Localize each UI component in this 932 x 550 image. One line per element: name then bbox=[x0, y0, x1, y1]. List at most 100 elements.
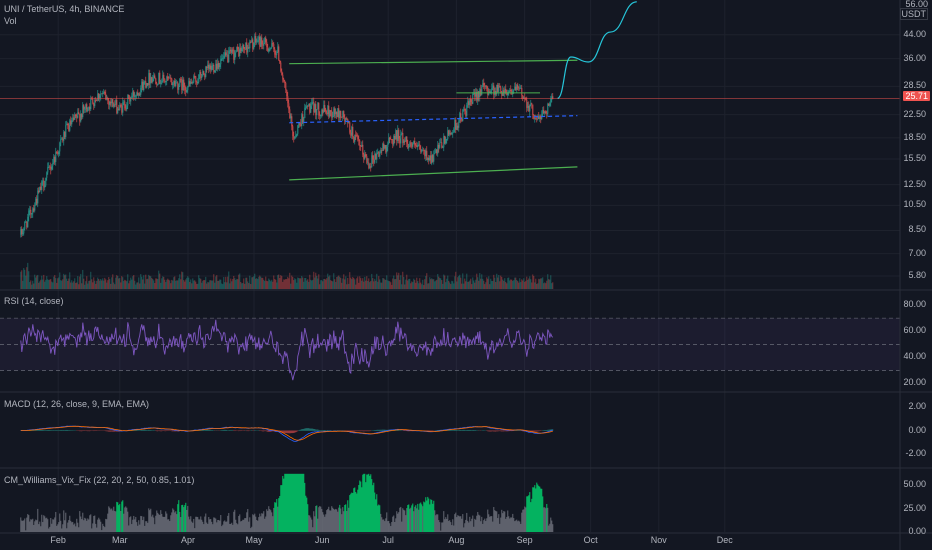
candle-body bbox=[360, 145, 362, 147]
vix-bar bbox=[301, 473, 303, 532]
macd-histogram-bar bbox=[283, 430, 285, 434]
vix-bar bbox=[154, 524, 156, 532]
price-pane[interactable] bbox=[0, 1, 900, 238]
volume-bar bbox=[44, 281, 46, 289]
vix-bar bbox=[188, 516, 190, 532]
channel-mid-line[interactable] bbox=[289, 115, 578, 124]
candle-body bbox=[442, 147, 444, 148]
candle-body bbox=[342, 111, 344, 118]
candle-body bbox=[416, 145, 418, 148]
volume-bar bbox=[304, 277, 306, 289]
volume-bar bbox=[91, 279, 93, 289]
volume-bar bbox=[228, 271, 230, 289]
candle-body bbox=[362, 144, 364, 155]
candle-body bbox=[539, 115, 541, 120]
macd-histogram-bar bbox=[451, 430, 453, 431]
candle-body bbox=[67, 123, 69, 126]
volume-bar bbox=[449, 282, 451, 289]
macd-histogram-bar bbox=[200, 430, 202, 431]
candle-body bbox=[355, 134, 357, 136]
candle-body bbox=[87, 110, 89, 112]
vix-bar bbox=[522, 509, 524, 532]
channel-lower-line[interactable] bbox=[289, 166, 578, 181]
candle-body bbox=[183, 79, 185, 88]
vix-bar bbox=[44, 516, 46, 532]
vix-bar bbox=[322, 512, 324, 532]
projection-curve[interactable] bbox=[557, 1, 637, 99]
candle-body bbox=[267, 46, 269, 52]
vix-bar bbox=[431, 499, 433, 532]
macd-histogram-bar bbox=[86, 430, 88, 432]
volume-bar bbox=[109, 279, 111, 289]
volume-bar bbox=[187, 276, 189, 289]
rsi-pane[interactable] bbox=[0, 317, 900, 381]
macd-histogram-bar bbox=[59, 430, 61, 431]
vix-bar bbox=[99, 519, 101, 532]
candle-body bbox=[276, 51, 278, 55]
candle-body bbox=[279, 60, 281, 63]
volume-bar bbox=[491, 280, 493, 289]
macd-histogram-bar bbox=[254, 430, 256, 431]
volume-bar bbox=[407, 280, 409, 289]
macd-histogram-bar bbox=[31, 430, 33, 431]
macd-histogram-bar bbox=[176, 430, 178, 432]
macd-histogram-bar bbox=[270, 430, 272, 432]
candle-body bbox=[174, 80, 176, 86]
volume-bar bbox=[524, 281, 526, 289]
vix-bar bbox=[231, 522, 233, 532]
vix-bar bbox=[451, 525, 453, 532]
macd-histogram-bar bbox=[56, 430, 58, 431]
vix-bar bbox=[334, 509, 336, 532]
vix-bar bbox=[296, 473, 298, 532]
rsi-line[interactable] bbox=[20, 319, 554, 381]
candle-body bbox=[485, 85, 487, 87]
vix-bar bbox=[388, 520, 390, 532]
volume-bar bbox=[404, 284, 406, 289]
macd-histogram-bar bbox=[58, 430, 60, 431]
macd-histogram-bar bbox=[96, 430, 98, 432]
vix-bar bbox=[444, 519, 446, 532]
macd-pane[interactable] bbox=[20, 425, 554, 442]
vix-bar bbox=[199, 519, 201, 532]
vix-bar bbox=[457, 515, 459, 532]
candle-body bbox=[510, 89, 512, 92]
volume-bar bbox=[484, 284, 486, 289]
candle-body bbox=[425, 150, 427, 157]
volume-bar bbox=[290, 283, 292, 289]
macd-histogram-bar bbox=[354, 430, 356, 432]
volume-bar bbox=[76, 282, 78, 289]
macd-histogram-bar bbox=[108, 430, 110, 432]
candle-body bbox=[132, 91, 134, 96]
volume-bar bbox=[541, 278, 543, 289]
vix-bar bbox=[272, 516, 274, 532]
volume-bar bbox=[460, 277, 462, 289]
vix-bar bbox=[236, 523, 238, 532]
candle-body bbox=[233, 50, 235, 60]
vix-bar bbox=[220, 515, 222, 532]
candle-body bbox=[140, 87, 142, 95]
candle-body bbox=[320, 114, 322, 117]
candle-body bbox=[73, 117, 75, 120]
vix-pane[interactable] bbox=[20, 473, 554, 532]
macd-histogram-bar bbox=[299, 429, 301, 431]
macd-signal-line[interactable] bbox=[20, 425, 553, 441]
macd-histogram-bar bbox=[475, 430, 477, 431]
volume-bar bbox=[500, 275, 502, 289]
candle-body bbox=[490, 91, 492, 93]
candle-body bbox=[257, 40, 259, 42]
candle-body bbox=[301, 114, 303, 127]
macd-line[interactable] bbox=[20, 425, 553, 442]
volume-bar bbox=[157, 279, 159, 289]
candle-body bbox=[77, 112, 79, 118]
volume-bar bbox=[140, 274, 142, 289]
macd-histogram-bar bbox=[87, 430, 89, 432]
volume-bar bbox=[78, 284, 80, 289]
channel-upper-line[interactable] bbox=[289, 59, 578, 65]
volume-bar bbox=[347, 277, 349, 289]
candle-body bbox=[501, 92, 503, 96]
vix-bar bbox=[376, 494, 378, 532]
vix-bar bbox=[417, 503, 419, 532]
volume-bar bbox=[486, 277, 488, 289]
